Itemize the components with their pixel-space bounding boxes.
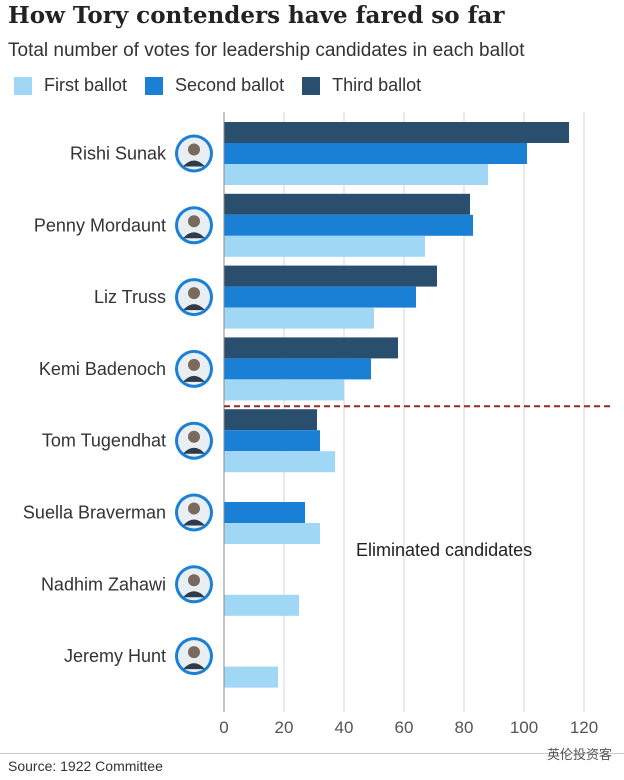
avatar-head xyxy=(188,215,200,228)
bar xyxy=(224,594,299,616)
avatar-body xyxy=(183,591,205,598)
avatar-head xyxy=(188,646,200,659)
legend-item-first-ballot: First ballot xyxy=(14,75,127,96)
avatar-icon xyxy=(175,349,213,388)
source-note: Source: 1922 Committee xyxy=(8,758,163,774)
bar xyxy=(224,143,527,164)
x-tick-label: 40 xyxy=(335,718,354,737)
bar xyxy=(224,164,488,185)
legend-label-first-ballot: First ballot xyxy=(44,75,128,95)
avatar-head xyxy=(188,358,200,371)
bar xyxy=(224,358,371,380)
legend-item-third-ballot: Third ballot xyxy=(302,75,421,96)
bar xyxy=(224,337,398,359)
bar xyxy=(224,430,320,452)
category-label: Liz Truss xyxy=(94,287,166,307)
bar xyxy=(224,122,569,143)
x-tick-label: 60 xyxy=(395,718,414,737)
watermark: 英伦投资客 xyxy=(546,747,612,762)
legend-label-third-ballot: Third ballot xyxy=(332,75,422,95)
category-label: Kemi Badenoch xyxy=(39,359,166,379)
avatar-head xyxy=(188,430,200,443)
avatar-body xyxy=(183,232,205,239)
avatar-icon xyxy=(175,493,213,532)
avatar-body xyxy=(183,663,205,670)
bar xyxy=(224,523,320,544)
avatar-icon xyxy=(175,565,213,604)
bar xyxy=(224,235,425,257)
category-label: Nadhim Zahawi xyxy=(41,574,166,594)
avatar-head xyxy=(188,574,200,587)
avatar-head xyxy=(188,287,200,300)
avatar-head xyxy=(188,502,200,515)
legend-swatch-first-ballot xyxy=(14,76,32,95)
chart-subtitle: Total number of votes for leadership can… xyxy=(8,40,525,61)
category-label: Rishi Sunak xyxy=(70,144,167,164)
legend-label-second-ballot: Second ballot xyxy=(175,75,285,95)
avatar-head xyxy=(188,143,200,156)
avatar-body xyxy=(183,160,205,167)
avatar-icon xyxy=(175,421,213,460)
x-tick-label: 0 xyxy=(219,718,228,737)
avatar-icon xyxy=(175,637,213,676)
avatar-body xyxy=(183,375,205,382)
bar xyxy=(224,307,374,329)
category-label: Penny Mordaunt xyxy=(34,215,166,235)
bar xyxy=(224,451,335,473)
bar-chart: 0 20 40 60 80 100 120 Rishi Sunak Penny Mordaunt… xyxy=(23,112,614,737)
category-label: Suella Braverman xyxy=(23,503,166,523)
legend-swatch-third-ballot xyxy=(302,76,321,95)
avatar-body xyxy=(183,304,205,311)
bar xyxy=(224,265,437,287)
avatar-body xyxy=(183,519,205,526)
bar xyxy=(224,193,470,215)
category-label: Tom Tugendhat xyxy=(42,431,166,451)
x-tick-label: 80 xyxy=(455,718,474,737)
x-tick-label: 120 xyxy=(570,718,598,737)
x-tick-label: 20 xyxy=(275,718,294,737)
bar xyxy=(224,286,416,308)
bar xyxy=(224,502,305,523)
legend-item-second-ballot: Second ballot xyxy=(145,75,284,96)
bar xyxy=(224,666,278,688)
category-label: Jeremy Hunt xyxy=(64,646,166,666)
avatar-icon xyxy=(175,206,213,245)
bar xyxy=(224,214,473,236)
avatar-icon xyxy=(175,134,213,173)
avatar-body xyxy=(183,447,205,454)
legend: First ballot Second ballot Third ballot xyxy=(14,75,439,96)
legend-swatch-second-ballot xyxy=(145,76,164,95)
avatar-icon xyxy=(175,278,213,317)
eliminated-annotation: Eliminated candidates xyxy=(356,540,532,560)
bar xyxy=(224,379,344,401)
chart-title: How Tory contenders have fared so far xyxy=(8,2,505,29)
footer-divider xyxy=(0,753,624,754)
bar xyxy=(224,409,317,431)
x-tick-label: 100 xyxy=(510,718,538,737)
